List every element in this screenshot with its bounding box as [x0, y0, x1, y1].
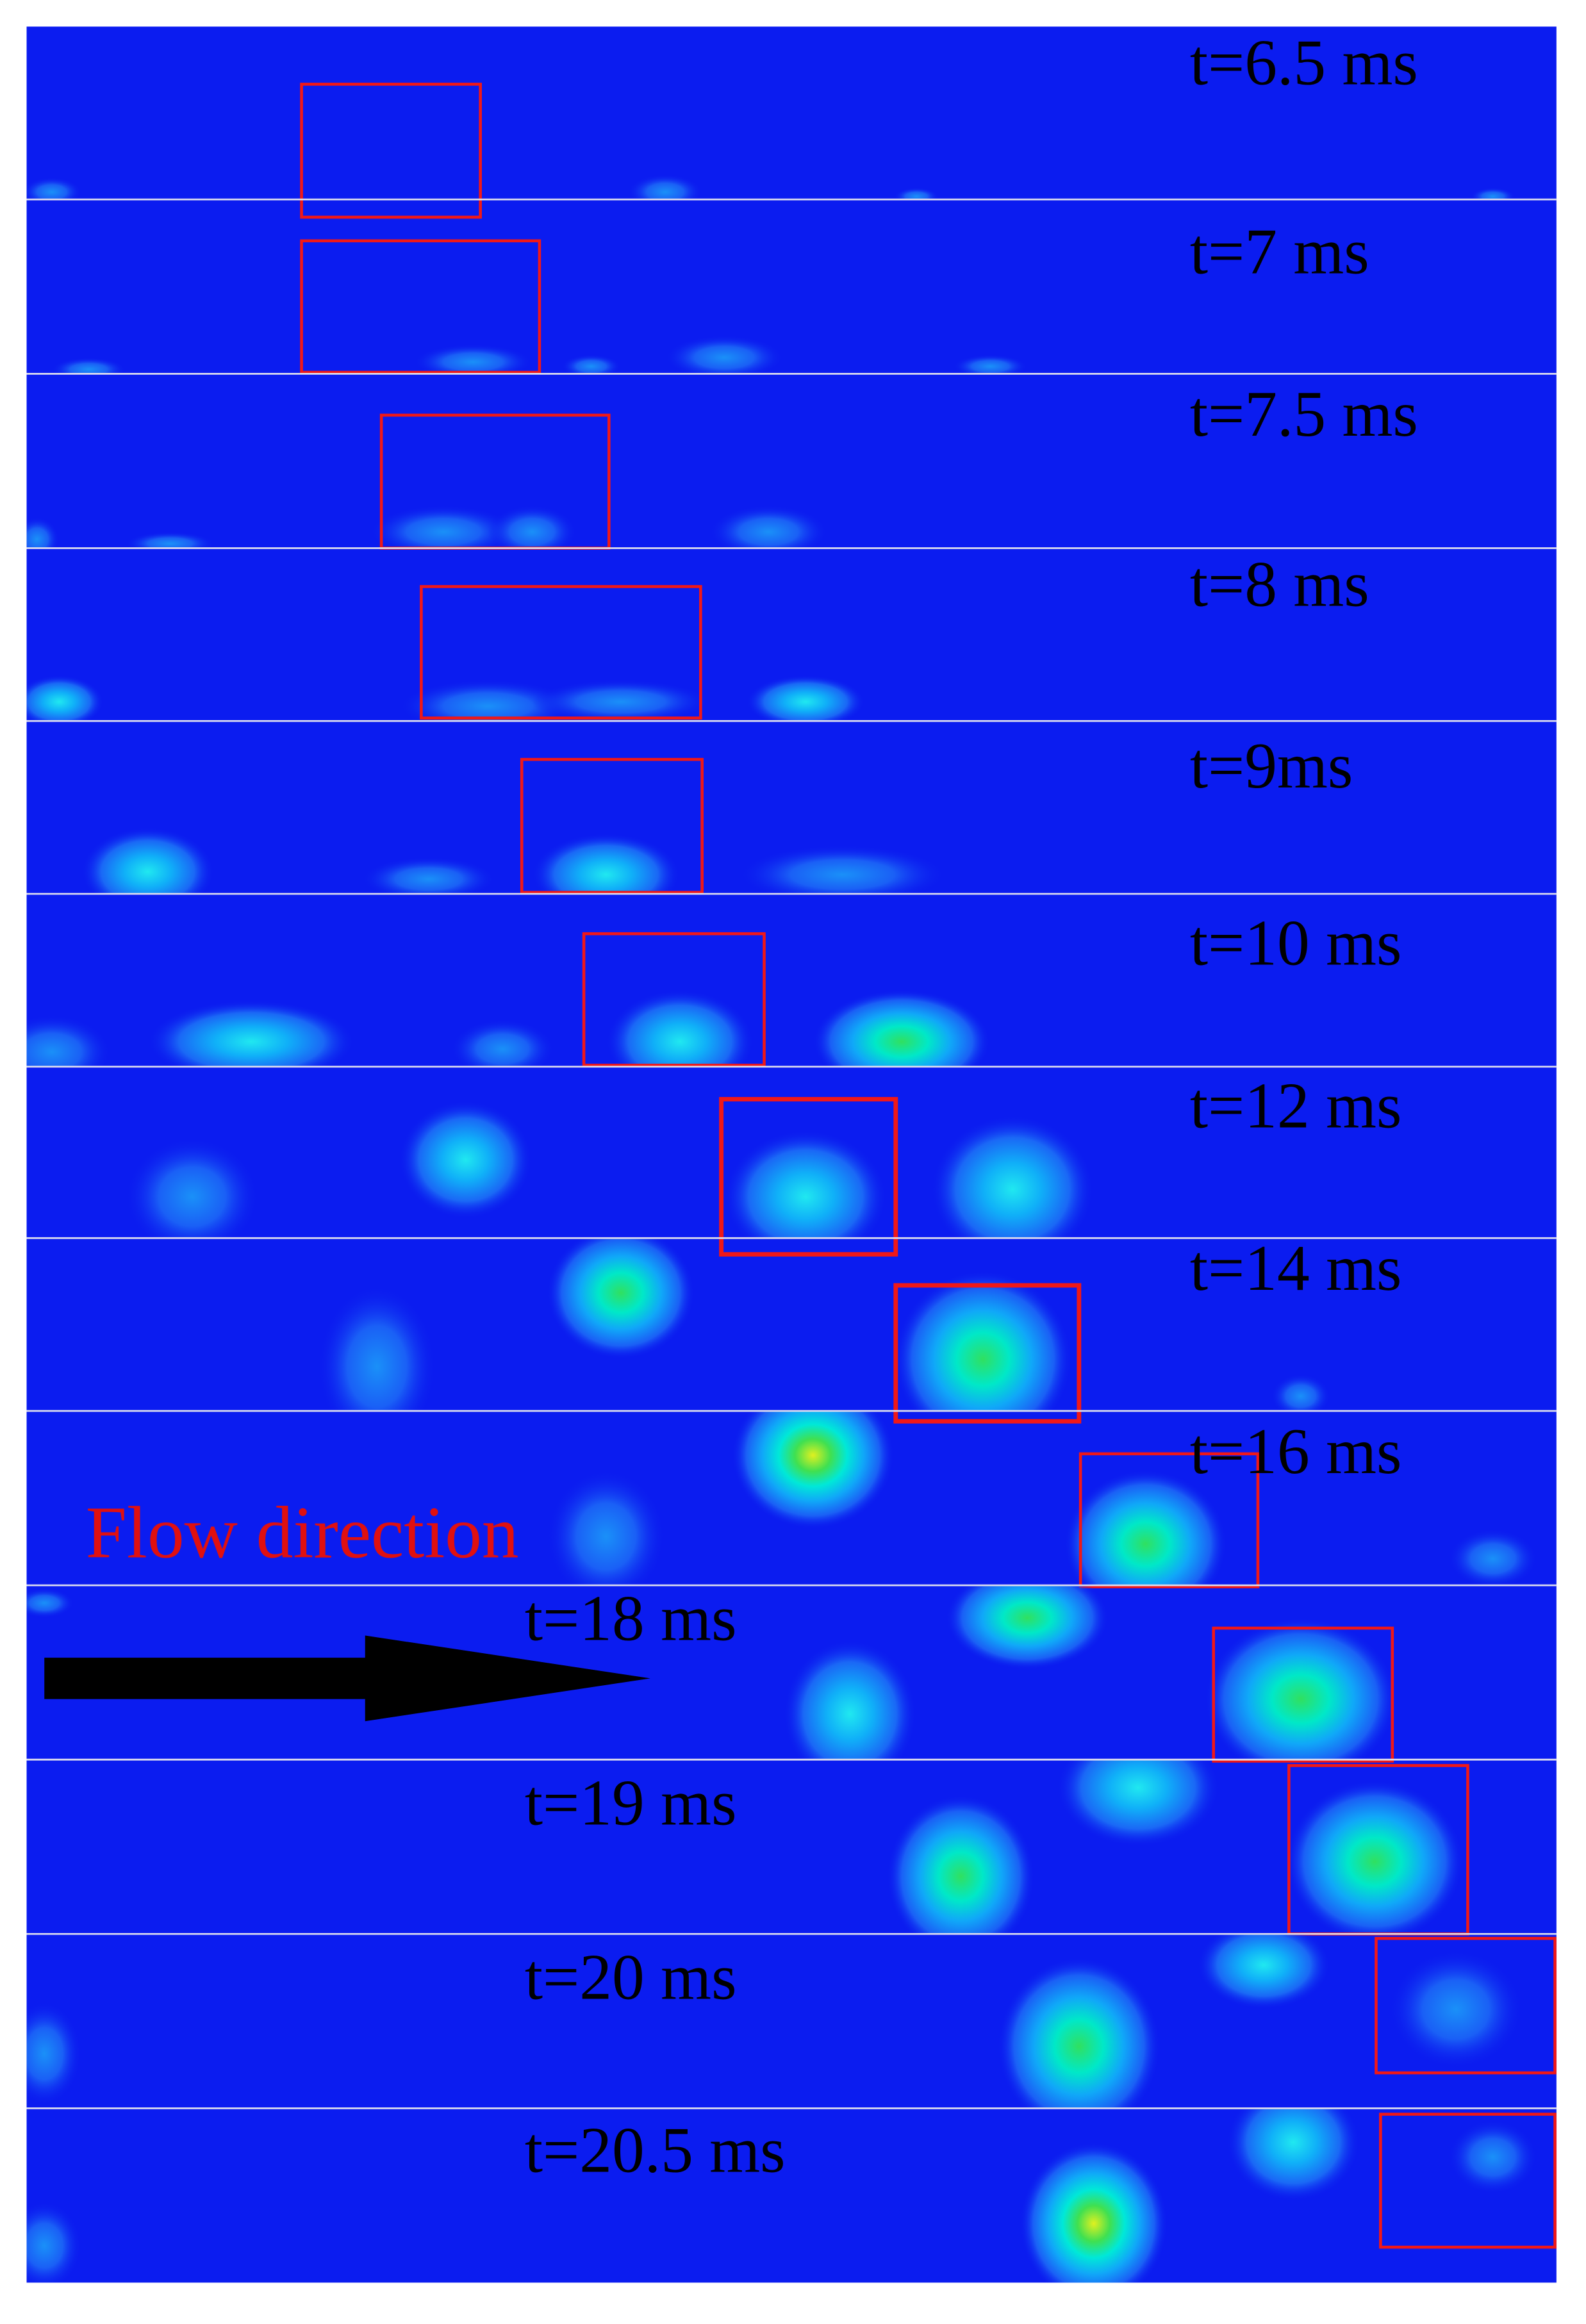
contour-blob	[26, 517, 60, 548]
contour-blob	[532, 679, 710, 721]
contour-blob	[1197, 1934, 1330, 2009]
contour-blob	[998, 1957, 1161, 2109]
panel	[547, 1411, 1537, 1586]
contour-blob	[51, 358, 126, 374]
contour-blob	[26, 177, 81, 200]
tracking-box	[582, 932, 766, 1067]
contour-blob	[561, 354, 621, 374]
contour-blob	[724, 1130, 887, 1239]
flow-arrow	[44, 1635, 650, 1722]
contour-blob	[1285, 1780, 1464, 1934]
contour-blob	[1389, 1950, 1523, 2069]
contour-blob	[813, 989, 991, 1067]
contour-blob	[606, 989, 754, 1067]
panel	[26, 989, 991, 1067]
panels	[26, 83, 1557, 2283]
panel	[26, 2108, 1537, 2283]
arrow-head	[365, 1635, 650, 1722]
contour-blob	[532, 833, 681, 894]
contour-blob	[894, 1271, 1072, 1412]
panel	[51, 335, 1028, 374]
time-label: t=18 ms	[525, 1582, 737, 1654]
time-label: t=19 ms	[525, 1767, 737, 1839]
contour-blob	[26, 2002, 81, 2106]
contour-blob	[81, 827, 215, 894]
contour-blob	[1227, 2108, 1360, 2202]
contour-blob	[126, 532, 215, 548]
contour-blob	[739, 845, 946, 894]
panel	[26, 174, 1516, 200]
tracking-box	[420, 585, 702, 720]
contour-blob	[731, 1411, 895, 1529]
panel	[126, 1100, 1094, 1239]
panel	[26, 675, 865, 721]
contour-blob	[399, 679, 577, 721]
contour-blob	[26, 2201, 81, 2283]
contour-blob	[946, 1585, 1109, 1670]
tracking-box	[300, 83, 482, 219]
contour-blob	[126, 1137, 259, 1239]
contour-blob	[547, 1238, 695, 1360]
contour-blob	[1448, 2120, 1537, 2195]
contour-blob	[362, 857, 495, 894]
contour-blob	[1471, 187, 1516, 200]
arrow-shaft	[44, 1658, 370, 1699]
contour-blob	[1448, 1529, 1537, 1586]
tracking-box	[1375, 1936, 1557, 2075]
panel	[26, 1585, 1397, 1760]
contour-blob	[1057, 1759, 1219, 1847]
time-label: t=20 ms	[525, 1941, 737, 2013]
contour-blob	[547, 1470, 665, 1586]
tracking-box	[1078, 1452, 1260, 1588]
tracking-box	[1379, 2113, 1557, 2249]
time-label: t=7 ms	[1190, 216, 1369, 288]
contour-blob	[26, 1015, 111, 1067]
time-label: t=7.5 ms	[1190, 378, 1418, 450]
time-label: t=9ms	[1190, 730, 1353, 802]
panel	[81, 827, 946, 894]
contour-blob	[450, 1019, 554, 1067]
contour-blob	[709, 505, 828, 548]
contour-blob	[26, 675, 104, 721]
panel	[317, 1238, 1330, 1412]
contour-blob	[665, 335, 784, 374]
contour-blob	[1204, 1617, 1397, 1760]
contour-blob	[746, 675, 865, 721]
contour-blob	[887, 1795, 1035, 1934]
tracking-box	[719, 1097, 898, 1257]
contour-blob	[1064, 1470, 1227, 1586]
contour-blob	[628, 174, 702, 200]
contour-blob	[1020, 2142, 1168, 2283]
time-label: t=16 ms	[1190, 1415, 1402, 1487]
contour-blob	[931, 1115, 1094, 1239]
time-label: t=8 ms	[1190, 548, 1369, 620]
contour-blob	[1271, 1374, 1330, 1412]
flow-label: Flow direction	[86, 1491, 519, 1573]
contour-blob	[953, 354, 1028, 374]
tracking-box	[300, 239, 541, 374]
contour-blob	[488, 505, 577, 548]
contour-blob	[147, 1000, 355, 1067]
contour-blob	[26, 1588, 74, 1618]
tracking-box	[893, 1283, 1082, 1424]
time-label: t=14 ms	[1190, 1232, 1402, 1304]
contour-blob	[399, 1100, 533, 1219]
time-label: t=6.5 ms	[1190, 26, 1418, 98]
time-label: t=10 ms	[1190, 907, 1402, 979]
contour-blob	[783, 1640, 917, 1760]
time-label: t=12 ms	[1190, 1069, 1402, 1141]
contour-blob	[369, 505, 518, 548]
panel	[887, 1759, 1464, 1934]
contour-blob	[317, 1285, 436, 1412]
panel	[26, 505, 828, 548]
time-label: t=20.5 ms	[525, 2114, 786, 2186]
tracking-box	[520, 757, 704, 894]
panel	[26, 1934, 1523, 2109]
contour-blob	[894, 187, 939, 200]
tracking-box	[1212, 1626, 1394, 1763]
contour-blob	[413, 344, 533, 374]
